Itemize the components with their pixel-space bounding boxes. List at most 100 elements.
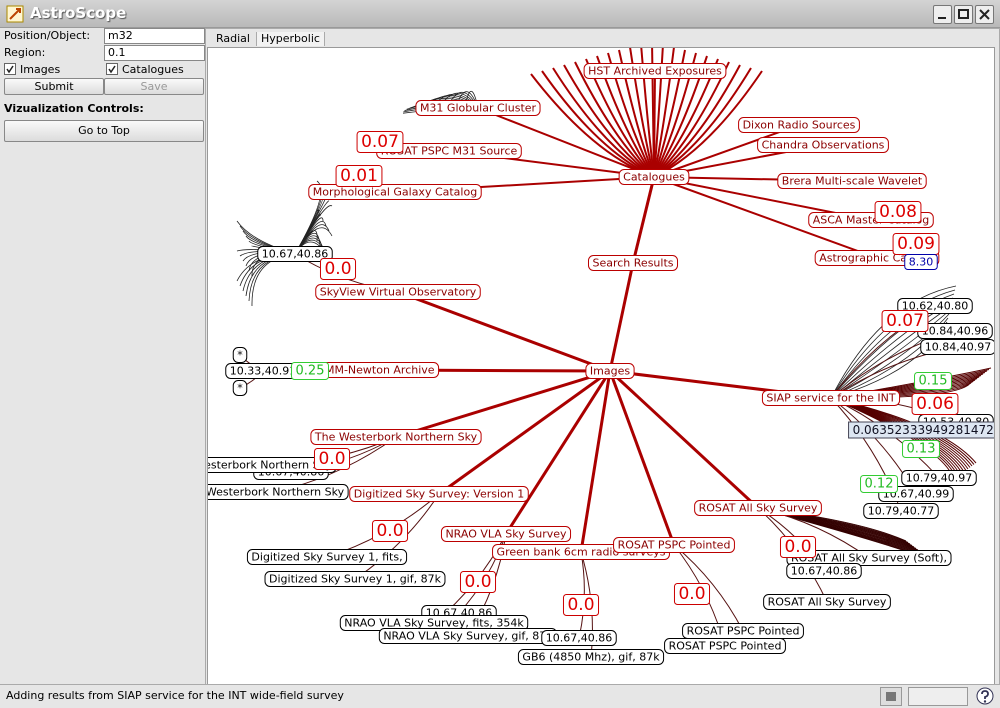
node-box [232, 347, 248, 363]
catalogues-checkbox[interactable] [106, 63, 118, 75]
node-label: 8.30 [909, 256, 934, 269]
node: 0.06 [911, 393, 959, 415]
node-label: Chandra Observations [762, 139, 885, 152]
control-panel: Position/Object: m32 Region: 0.1 Images … [0, 28, 205, 683]
node-box [904, 254, 938, 270]
node-label: 0.13 [907, 442, 936, 457]
tab[interactable]: Hyperbolic [256, 32, 325, 46]
node-label: SIAP service for the INT [766, 392, 895, 405]
node-box [911, 393, 959, 415]
node-label: Westerbork Northern Sky [208, 486, 345, 499]
node-label: ROSAT PSPC Pointed [618, 539, 731, 552]
node: Westerbork Northern Sky [189, 457, 337, 473]
maximize-button[interactable] [954, 5, 973, 24]
node-box [356, 131, 404, 153]
node-label: ROSAT PSPC Pointed [669, 640, 782, 653]
node-box [371, 520, 409, 542]
save-button[interactable]: Save [104, 78, 204, 95]
node: Catalogues [618, 169, 690, 185]
node: The Westerbork Northern Sky [310, 429, 482, 445]
node: NRAO VLA Sky Survey, gif, 87k [378, 628, 558, 644]
node-label: SkyView Virtual Observatory [320, 286, 477, 299]
go-to-top-button[interactable]: Go to Top [4, 120, 204, 142]
node-label: * [237, 382, 243, 395]
node: ROSAT PSPC M31 Source [376, 143, 522, 159]
node: 10.67,40.86 [257, 246, 333, 262]
node-box [694, 500, 822, 516]
node-label: Digitized Sky Survey 1, gif, 87k [269, 573, 442, 586]
region-input[interactable]: 0.1 [104, 45, 205, 61]
node-box [319, 258, 357, 280]
node: 0.09 [892, 233, 940, 255]
node-label: Dixon Radio Sources [743, 119, 856, 132]
progress-bar [908, 687, 968, 706]
node: 10.79,40.97 [901, 470, 977, 486]
edge [563, 64, 655, 178]
node-label: 0.01 [340, 166, 378, 186]
node: 10.62,40.80 [897, 298, 973, 314]
title-bar: AstroScope [0, 0, 1000, 28]
edge [631, 176, 656, 264]
node-label: Digitized Sky Survey: Version 1 [354, 488, 525, 501]
position-input[interactable]: m32 [104, 28, 205, 44]
node: 0.13 [902, 440, 940, 458]
node-box [459, 571, 497, 593]
node-box [541, 630, 617, 646]
images-checkbox[interactable] [4, 63, 16, 75]
node: Digitized Sky Survey: Version 1 [349, 486, 529, 502]
node: GB6 (4850 Mhz), gif, 87k [517, 649, 665, 665]
node-label: 0.12 [865, 477, 894, 492]
node-box [881, 310, 929, 332]
node: Digitized Sky Survey 1, fits, [246, 549, 408, 565]
node-label: Digitized Sky Survey 1, fits, [251, 551, 402, 564]
status-bar: Adding results from SIAP service for the… [0, 684, 1000, 708]
tab[interactable]: Radial [216, 32, 250, 45]
node-box [757, 137, 889, 153]
node: Search Results [587, 255, 679, 271]
close-button[interactable] [975, 5, 994, 24]
node-box [786, 563, 862, 579]
edge [608, 369, 760, 510]
node: 0.0 [313, 448, 351, 470]
edge [504, 370, 612, 535]
node-label: The Westerbork Northern Sky [314, 431, 478, 444]
node-label: Brera Multi-scale Wavelet [782, 175, 923, 188]
node-box [313, 448, 351, 470]
minimize-button[interactable] [933, 5, 952, 24]
node: ROSAT All Sky Survey [694, 500, 822, 516]
node: * [232, 380, 248, 396]
node-label: 10.79,40.77 [868, 505, 934, 518]
node-box [583, 63, 727, 79]
node-box [291, 362, 329, 380]
node-label: 0.07 [361, 132, 399, 152]
node-label: 0.0 [324, 259, 351, 279]
node-label: Images [590, 365, 630, 378]
node: 0.0 [673, 583, 711, 605]
node-label: 0.06 [916, 394, 954, 414]
node: 0.0 [562, 594, 600, 616]
images-label: Images [20, 63, 61, 76]
node: 0.0 [459, 571, 497, 593]
edge [579, 370, 612, 553]
node-label: 0.0 [784, 537, 811, 557]
node: ROSAT PSPC Pointed [613, 537, 735, 553]
edge [438, 369, 611, 496]
node-label: Catalogues [623, 171, 685, 184]
node: 0.0 [371, 520, 409, 542]
node-label: ROSAT PSPC Pointed [687, 625, 800, 638]
node: 0.01 [335, 165, 383, 187]
node-box [264, 571, 446, 587]
node-label: NRAO VLA Sky Survey, fits, 354k [344, 617, 524, 630]
node-label: XMM-Newton Archive [317, 364, 434, 377]
help-button[interactable] [976, 687, 994, 705]
node: NRAO VLA Sky Survey, fits, 354k [339, 615, 529, 631]
node-box [848, 421, 1000, 439]
node-label: 10.84,40.97 [925, 341, 991, 354]
node-box [308, 184, 482, 200]
node-box [860, 475, 898, 493]
node-label: GB6 (4850 Mhz), gif, 87k [522, 651, 660, 664]
node-box [914, 372, 952, 390]
submit-button[interactable]: Submit [4, 78, 104, 95]
node-label: ROSAT All Sky Survey (Soft), [791, 552, 947, 565]
